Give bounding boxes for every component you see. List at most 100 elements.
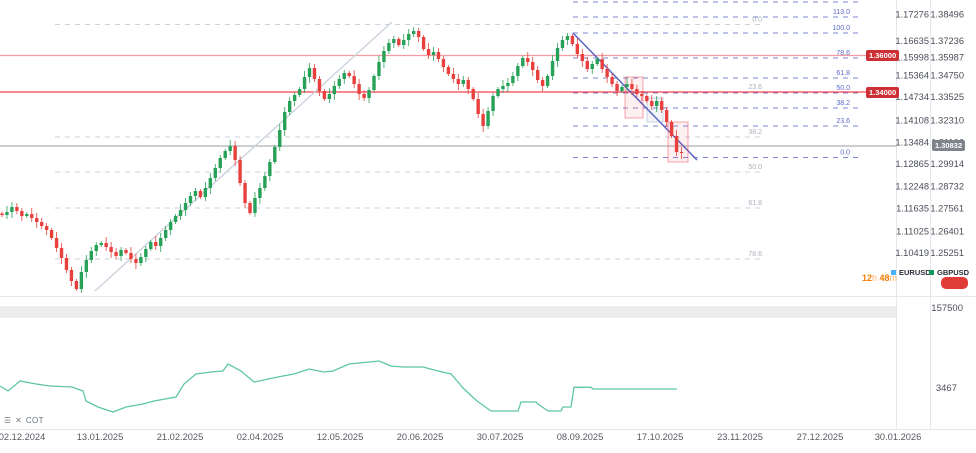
- candle-body: [550, 61, 555, 77]
- close-icon[interactable]: ✕: [15, 415, 22, 425]
- candle-body: [268, 162, 272, 177]
- candle-body: [297, 89, 302, 96]
- hamburger-icon[interactable]: ☰: [4, 415, 12, 425]
- price-level-label-134000: 1.34000: [866, 86, 900, 98]
- legend-item-eurusd[interactable]: EURUSD: [891, 268, 931, 277]
- candle-body: [25, 214, 29, 217]
- candle-body: [471, 89, 475, 99]
- candle-body: [238, 160, 242, 184]
- pattern-highlight-box[interactable]: [624, 76, 644, 119]
- gbpusd-swatch-icon: [929, 270, 934, 275]
- eurusd-scale-label: 1.17276: [895, 10, 929, 20]
- candle-body: [466, 79, 470, 90]
- fib-blue-level-label: 100.0: [832, 25, 850, 32]
- cot-pane-title: COT: [25, 416, 44, 425]
- fib-gray-level-label: 0.0: [752, 17, 762, 24]
- candle-body: [342, 73, 346, 79]
- cot-band-zone: [0, 306, 896, 318]
- candle-body: [327, 94, 332, 99]
- candle-body: [79, 272, 84, 289]
- candle-body: [659, 101, 664, 111]
- candle-body: [461, 79, 465, 84]
- cot-line-series[interactable]: [0, 360, 677, 413]
- candle-body: [198, 191, 203, 198]
- candle-body: [203, 188, 208, 198]
- candle-body: [15, 207, 19, 212]
- candle-body: [208, 178, 213, 189]
- candle-body: [441, 59, 446, 68]
- current-price-label: 1.30832: [932, 140, 966, 151]
- countdown-hours-unit: h: [871, 273, 877, 283]
- candle-body: [421, 37, 426, 49]
- candle-body: [134, 259, 138, 264]
- candle-body: [99, 243, 103, 245]
- candle-body: [387, 43, 391, 52]
- candle-body: [312, 68, 317, 79]
- legend-label-gbpusd: GBPUSD: [937, 268, 970, 277]
- fib-gray-level-label: 78.6: [748, 251, 762, 258]
- candle-body: [302, 77, 307, 90]
- candle-body: [501, 86, 505, 90]
- candle-body: [590, 64, 594, 69]
- cot-pane-legend: ☰ ✕ COT: [4, 416, 44, 425]
- candle-body: [223, 151, 227, 159]
- candle-body: [560, 39, 565, 49]
- candle-body: [600, 59, 604, 69]
- gbpusd-scale-label: 1.28732: [930, 182, 964, 192]
- eurusd-scale-label: 1.13484: [895, 138, 929, 148]
- fib-gray-level-label: 23.6: [748, 84, 762, 91]
- eurusd-scale-label: 1.14108: [895, 116, 929, 126]
- date-axis-label: 21.02.2025: [157, 432, 204, 442]
- candle-body: [173, 216, 178, 223]
- eurusd-scale-label: 1.12248: [895, 182, 929, 192]
- eurusd-scale-label: 1.16635: [895, 36, 929, 46]
- date-axis-label: 30.07.2025: [477, 432, 524, 442]
- gbpusd-sell-price-button[interactable]: [941, 277, 968, 289]
- countdown-minutes-unit: m: [889, 273, 898, 283]
- date-axis-label: 13.01.2025: [77, 432, 124, 442]
- gbpusd-scale-label: 1.32310: [930, 116, 964, 126]
- gbpusd-scale-label: 1.38496: [930, 10, 964, 20]
- candle-body: [521, 58, 525, 67]
- candle-body: [402, 39, 406, 45]
- candle-body: [159, 238, 163, 246]
- date-axis-label: 02.04.2025: [237, 432, 284, 442]
- gray-uptrend-trendline[interactable]: [94, 21, 393, 292]
- price-level-label-136000: 1.36000: [866, 50, 900, 61]
- candle-body: [664, 110, 669, 123]
- candle-body: [258, 188, 262, 199]
- candle-body: [476, 99, 480, 114]
- candle-body: [526, 58, 530, 63]
- legend-item-gbpusd[interactable]: GBPUSD: [929, 268, 969, 277]
- candle-body: [545, 76, 550, 87]
- candle-body: [416, 30, 421, 38]
- candle-body: [516, 66, 520, 77]
- candle-body: [610, 77, 614, 84]
- candle-body: [104, 243, 108, 248]
- gbpusd-scale-label: 1.27561: [930, 204, 964, 214]
- candle-body: [446, 67, 451, 74]
- candle-body: [377, 62, 381, 77]
- cot-last-value: 3467: [935, 383, 957, 394]
- candle-body: [129, 253, 133, 259]
- candle-body: [674, 136, 679, 153]
- candle-body: [193, 191, 198, 197]
- candle-body: [273, 147, 277, 163]
- candle-body: [39, 222, 44, 226]
- candle-body: [149, 242, 153, 249]
- candle-body: [511, 76, 515, 84]
- candle-body: [89, 251, 93, 260]
- candle-body: [635, 89, 639, 94]
- candle-body: [307, 68, 312, 78]
- candle-body: [94, 244, 98, 252]
- candle-body: [283, 112, 287, 131]
- candle-body: [263, 176, 267, 189]
- candle-body: [139, 257, 143, 264]
- candle-body: [248, 203, 252, 214]
- candle-body: [233, 146, 237, 161]
- candle-body: [64, 258, 69, 270]
- date-axis-label: 30.01.2026: [875, 432, 922, 442]
- candle-body: [119, 249, 123, 256]
